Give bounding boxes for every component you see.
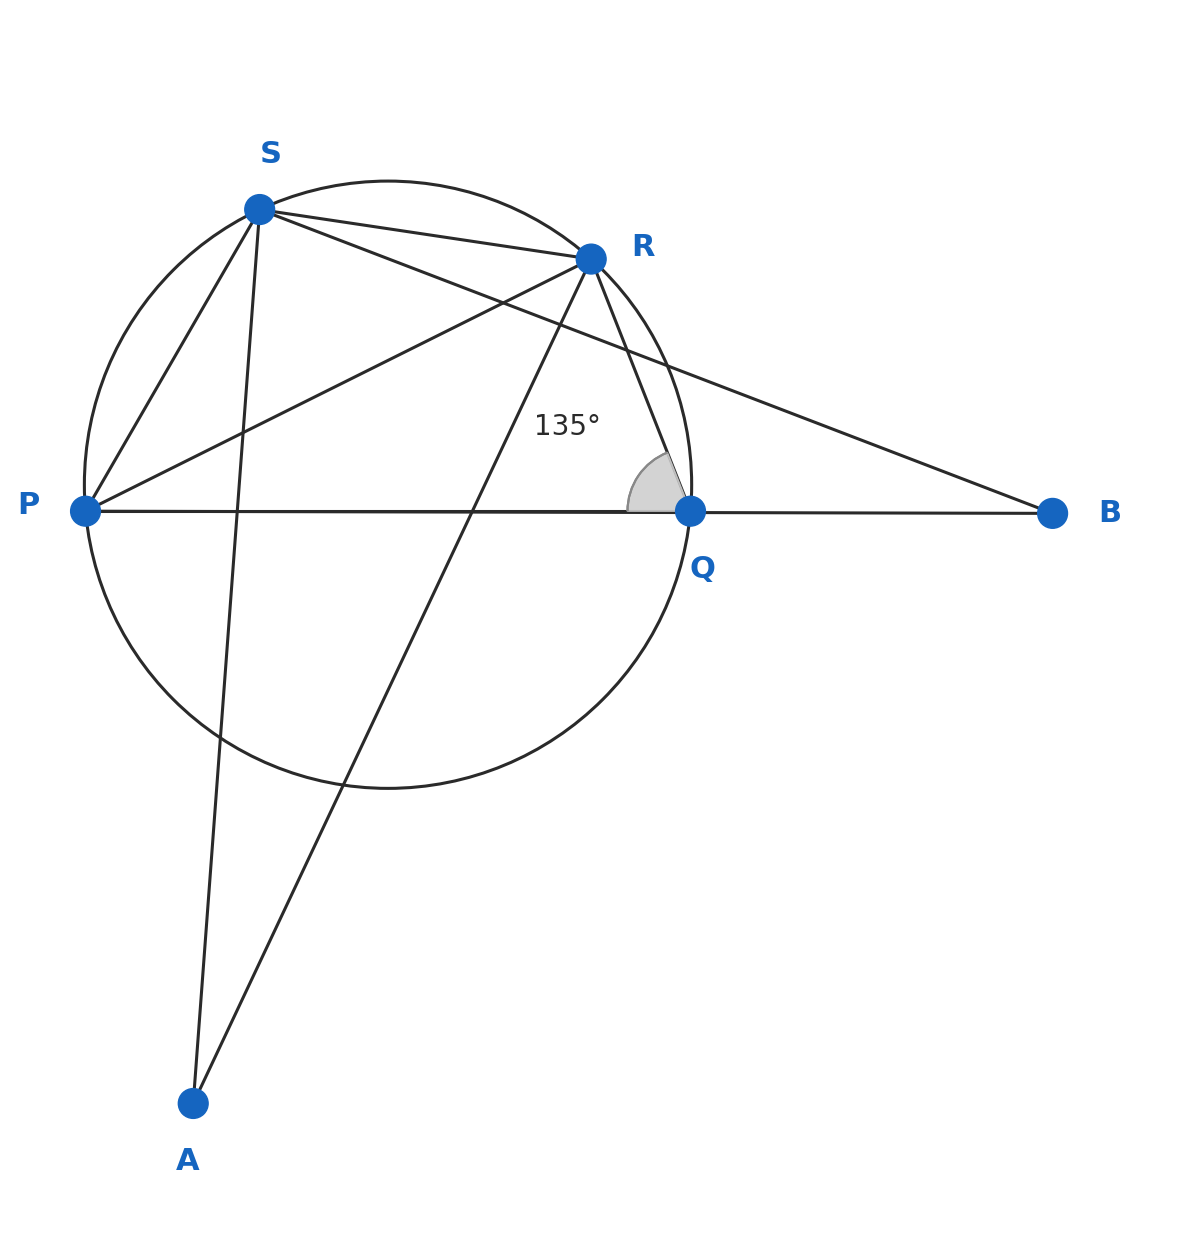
Circle shape	[576, 244, 606, 274]
Text: A: A	[175, 1147, 199, 1176]
Circle shape	[179, 1089, 208, 1118]
Circle shape	[676, 497, 706, 526]
Text: 135°: 135°	[534, 413, 601, 441]
Polygon shape	[628, 453, 690, 512]
Circle shape	[71, 497, 101, 526]
Circle shape	[1038, 498, 1068, 528]
Text: P: P	[18, 491, 40, 520]
Text: S: S	[260, 141, 282, 169]
Text: B: B	[1098, 499, 1122, 528]
Circle shape	[245, 195, 275, 224]
Text: Q: Q	[689, 555, 715, 583]
Text: R: R	[631, 233, 655, 263]
